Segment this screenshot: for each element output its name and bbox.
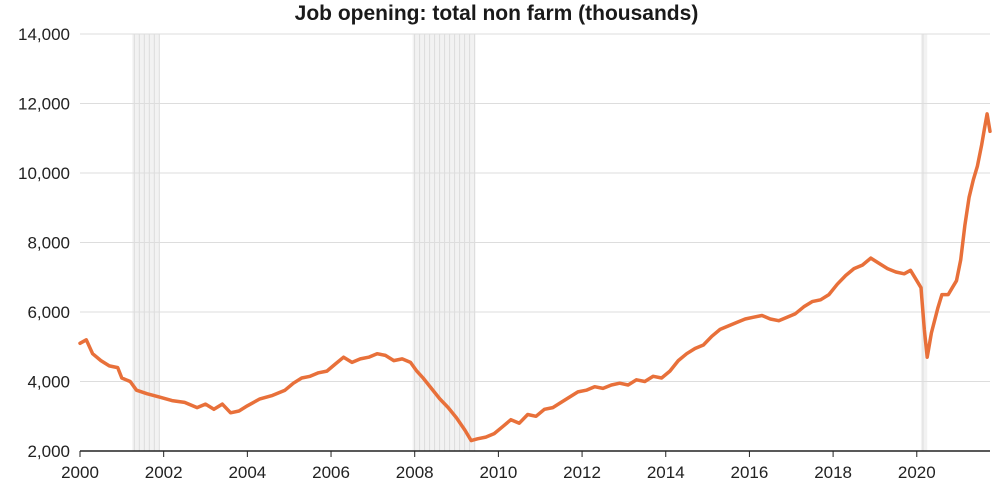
y-tick-label-5: 12,000 xyxy=(18,95,70,114)
series-layer xyxy=(78,112,992,443)
gridlines xyxy=(80,33,990,382)
x-tick-label-9: 2018 xyxy=(814,463,852,482)
x-tick-label-7: 2014 xyxy=(647,463,685,482)
chart-title: Job opening: total non farm (thousands) xyxy=(294,2,699,25)
x-tick-label-3: 2006 xyxy=(312,463,350,482)
x-tick-label-2: 2004 xyxy=(228,463,266,482)
y-tick-label-6: 14,000 xyxy=(18,25,70,44)
x-tick-label-8: 2016 xyxy=(731,463,769,482)
x-tick-label-5: 2010 xyxy=(479,463,517,482)
x-tick-label-6: 2012 xyxy=(563,463,601,482)
x-tick-label-1: 2002 xyxy=(145,463,183,482)
axes: 2,000 4,000 6,000 8,000 10,000 12,000 14,000 20… xyxy=(18,25,990,482)
series-line-0 xyxy=(78,112,992,443)
x-tick-label-0: 2000 xyxy=(61,463,99,482)
y-tick-label-1: 4,000 xyxy=(27,373,70,392)
y-tick-label-2: 6,000 xyxy=(27,303,70,322)
y-tick-label-3: 8,000 xyxy=(27,234,70,253)
y-tick-label-4: 10,000 xyxy=(18,164,70,183)
x-tick-label-4: 2008 xyxy=(396,463,434,482)
y-tick-label-0: 2,000 xyxy=(27,442,70,461)
x-tick-label-10: 2020 xyxy=(898,463,936,482)
